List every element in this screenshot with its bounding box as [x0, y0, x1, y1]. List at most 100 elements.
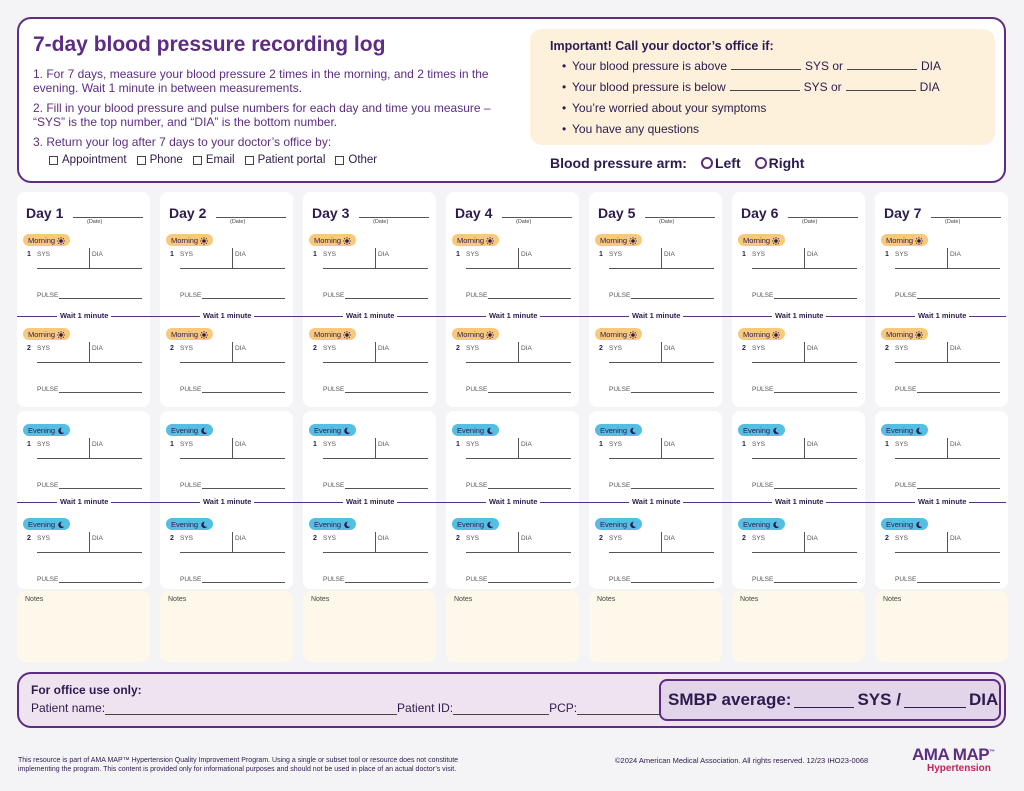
sys-dia-entry-line[interactable] — [323, 268, 428, 269]
checkbox-icon[interactable] — [136, 155, 146, 165]
sys-dia-entry-line[interactable] — [752, 458, 857, 459]
sys-dia-entry-line[interactable] — [752, 362, 857, 363]
notes-block[interactable] — [303, 591, 436, 662]
logo-brand-text: AMA MAP — [912, 745, 990, 764]
pulse-entry-line[interactable] — [202, 488, 285, 489]
notes-block[interactable] — [446, 591, 579, 662]
notes-block[interactable] — [160, 591, 293, 662]
option-phone[interactable]: Phone — [136, 153, 183, 167]
date-field[interactable] — [216, 217, 286, 218]
sys-dia-entry-line[interactable] — [466, 458, 571, 459]
sys-dia-entry-line[interactable] — [323, 362, 428, 363]
badge-label: Morning — [457, 236, 485, 245]
date-field[interactable] — [502, 217, 572, 218]
pcp-field[interactable] — [577, 703, 668, 715]
sys-dia-entry-line[interactable] — [180, 458, 285, 459]
smbp-dia-field[interactable] — [903, 693, 966, 708]
pulse-entry-line[interactable] — [631, 392, 714, 393]
pulse-entry-line[interactable] — [59, 392, 142, 393]
pulse-entry-line[interactable] — [488, 488, 571, 489]
pulse-entry-line[interactable] — [59, 298, 142, 299]
pulse-entry-line[interactable] — [631, 582, 714, 583]
date-field[interactable] — [359, 217, 429, 218]
date-field[interactable] — [931, 217, 1001, 218]
pulse-entry-line[interactable] — [774, 488, 857, 489]
above-dia-field[interactable] — [847, 60, 918, 70]
sys-dia-divider — [89, 248, 90, 268]
pulse-entry-line[interactable] — [345, 298, 428, 299]
sys-dia-entry-line[interactable] — [466, 362, 571, 363]
arm-left-option[interactable]: Left — [695, 155, 741, 171]
option-email[interactable]: Email — [192, 153, 235, 167]
reading-number: 1 — [456, 441, 460, 448]
sys-dia-entry-line[interactable] — [609, 458, 714, 459]
sys-dia-entry-line[interactable] — [323, 458, 428, 459]
sys-dia-entry-line[interactable] — [895, 268, 1000, 269]
notes-block[interactable] — [875, 591, 1008, 662]
pulse-entry-line[interactable] — [774, 582, 857, 583]
sys-dia-entry-line[interactable] — [180, 552, 285, 553]
sys-dia-entry-line[interactable] — [37, 458, 142, 459]
instructions-panel: 7-day blood pressure recording log 1. Fo… — [17, 17, 1006, 183]
pulse-entry-line[interactable] — [774, 392, 857, 393]
pulse-entry-line[interactable] — [59, 582, 142, 583]
below-dia-field[interactable] — [845, 81, 916, 91]
pulse-entry-line[interactable] — [488, 392, 571, 393]
checkbox-icon[interactable] — [335, 155, 345, 165]
sys-dia-entry-line[interactable] — [609, 362, 714, 363]
checkbox-icon[interactable] — [192, 155, 202, 165]
date-field[interactable] — [73, 217, 143, 218]
checkbox-icon[interactable] — [244, 155, 254, 165]
radio-icon[interactable] — [700, 157, 713, 169]
pulse-entry-line[interactable] — [202, 298, 285, 299]
sys-dia-entry-line[interactable] — [609, 552, 714, 553]
option-other[interactable]: Other — [335, 153, 377, 167]
notes-block[interactable] — [17, 591, 150, 662]
patient-id-field[interactable] — [453, 703, 550, 715]
sys-dia-entry-line[interactable] — [37, 268, 142, 269]
pulse-entry-line[interactable] — [345, 582, 428, 583]
sys-dia-entry-line[interactable] — [609, 268, 714, 269]
arm-right-option[interactable]: Right — [749, 155, 804, 171]
sys-dia-entry-line[interactable] — [466, 552, 571, 553]
sys-dia-entry-line[interactable] — [37, 362, 142, 363]
date-field[interactable] — [645, 217, 715, 218]
evening-badge: Evening — [738, 424, 786, 436]
sys-dia-entry-line[interactable] — [895, 552, 1000, 553]
pulse-entry-line[interactable] — [631, 298, 714, 299]
sys-dia-entry-line[interactable] — [180, 362, 285, 363]
below-sys-field[interactable] — [729, 81, 800, 91]
smbp-sys-field[interactable] — [794, 693, 855, 708]
pulse-entry-line[interactable] — [345, 488, 428, 489]
pulse-entry-line[interactable] — [345, 392, 428, 393]
pulse-entry-line[interactable] — [631, 488, 714, 489]
pulse-entry-line[interactable] — [488, 582, 571, 583]
above-sys-field[interactable] — [731, 60, 801, 70]
date-field[interactable] — [788, 217, 858, 218]
pulse-entry-line[interactable] — [59, 488, 142, 489]
sys-dia-entry-line[interactable] — [323, 552, 428, 553]
option-appointment[interactable]: Appointment — [49, 153, 127, 167]
sys-dia-entry-line[interactable] — [466, 268, 571, 269]
sys-dia-entry-line[interactable] — [180, 268, 285, 269]
pulse-entry-line[interactable] — [488, 298, 571, 299]
patient-name-field[interactable] — [105, 703, 398, 715]
option-patient-portal[interactable]: Patient portal — [244, 153, 325, 167]
checkbox-icon[interactable] — [49, 155, 58, 165]
pulse-entry-line[interactable] — [917, 392, 1000, 393]
sys-dia-entry-line[interactable] — [895, 458, 1000, 459]
pulse-entry-line[interactable] — [202, 392, 285, 393]
sys-dia-entry-line[interactable] — [37, 552, 142, 553]
radio-icon[interactable] — [754, 157, 767, 169]
badge-label: Morning — [600, 330, 628, 339]
notes-block[interactable] — [589, 591, 722, 662]
pulse-entry-line[interactable] — [774, 298, 857, 299]
sys-dia-entry-line[interactable] — [895, 362, 1000, 363]
pulse-entry-line[interactable] — [202, 582, 285, 583]
sys-dia-entry-line[interactable] — [752, 268, 857, 269]
sys-dia-entry-line[interactable] — [752, 552, 857, 553]
notes-block[interactable] — [732, 591, 865, 662]
pulse-entry-line[interactable] — [917, 298, 1000, 299]
pulse-entry-line[interactable] — [917, 582, 1000, 583]
pulse-entry-line[interactable] — [917, 488, 1000, 489]
